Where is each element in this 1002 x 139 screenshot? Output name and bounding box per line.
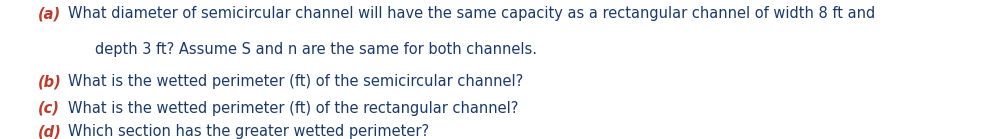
Text: What diameter of semicircular channel will have the same capacity as a rectangul: What diameter of semicircular channel wi… bbox=[68, 6, 875, 21]
Text: What is the wetted perimeter (ft) of the semicircular channel?: What is the wetted perimeter (ft) of the… bbox=[68, 74, 523, 89]
Text: (d): (d) bbox=[38, 124, 62, 139]
Text: What is the wetted perimeter (ft) of the rectangular channel?: What is the wetted perimeter (ft) of the… bbox=[68, 101, 518, 116]
Text: (b): (b) bbox=[38, 74, 62, 89]
Text: (c): (c) bbox=[38, 101, 60, 116]
Text: depth 3 ft? Assume S and n are the same for both channels.: depth 3 ft? Assume S and n are the same … bbox=[95, 42, 537, 57]
Text: Which section has the greater wetted perimeter?: Which section has the greater wetted per… bbox=[68, 124, 429, 139]
Text: (a): (a) bbox=[38, 6, 61, 21]
